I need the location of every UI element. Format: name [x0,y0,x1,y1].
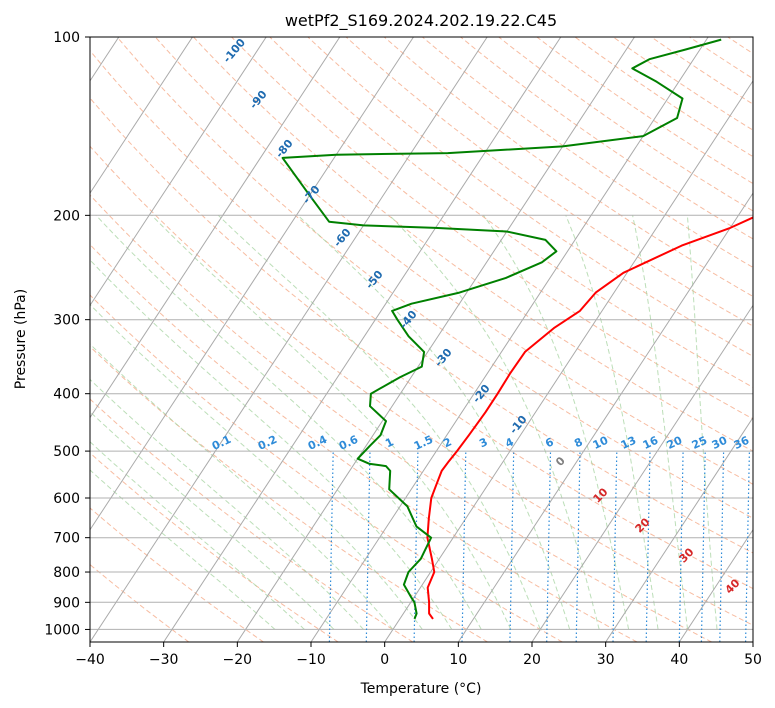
isotherm [678,528,753,642]
mixing-ratio-label: 25 [690,434,709,452]
isotherm [90,37,414,531]
dry-adiabat [90,243,638,642]
mixing-ratio-line [768,451,772,642]
y-tick-label: 400 [53,387,80,403]
x-tick-label: −40 [75,652,105,668]
moist-adiabat [482,215,630,630]
x-tick-label: 0 [380,652,389,668]
mixing-ratio-label: 10 [591,434,611,452]
x-tick-label: 30 [597,652,615,668]
y-axis-ticks: 100 200 300 400 500 600 700 800 900 1000 [44,30,90,638]
x-tick-label: 20 [523,652,541,668]
isotherm [384,79,753,642]
isotherm [90,37,193,195]
dry-adiabat [269,37,753,388]
dry-adiabat [90,194,712,642]
x-tick-label: −20 [223,652,253,668]
isotherm [531,304,753,642]
y-tick-label: 100 [53,30,80,46]
isotherm [457,192,753,642]
dry-adiabat [90,49,753,554]
x-tick-label: 10 [449,652,467,668]
plot-frame [89,36,754,643]
isotherm [605,416,753,642]
mixing-ratio-label: 20 [665,434,685,452]
dry-adiabat [90,145,753,626]
chart-title: wetPf2_S169.2024.202.19.22.C45 [285,11,557,31]
y-tick-label: 700 [53,531,80,547]
mixing-ratio-label: 16 [641,434,661,452]
background-lines [90,37,775,642]
x-tick-label: 50 [744,652,762,668]
y-tick-label: 1000 [44,622,80,638]
y-tick-label: 800 [53,565,80,581]
isotherm [310,37,709,642]
y-tick-label: 300 [53,313,80,329]
dewpoint-line [281,38,722,620]
y-tick-label: 200 [53,208,80,224]
x-tick-label: 40 [670,652,688,668]
mixing-ratio-label: 30 [710,434,730,452]
dry-adiabat [90,345,488,642]
isotherm [163,37,562,642]
dry-adiabat [766,37,775,642]
mixing-ratio-label: 13 [619,434,638,452]
x-axis-ticks: −40 −30 −20 −10 0 10 20 30 40 50 [75,642,762,668]
mixing-ratio-label: 36 [732,434,752,452]
dry-adiabat [116,37,753,519]
x-tick-label: −10 [296,652,326,668]
y-axis-label: Pressure (hPa) [13,289,29,389]
dry-adiabat [90,452,339,642]
dry-adiabat [154,37,753,485]
y-tick-label: 600 [53,491,80,507]
isotherm [236,37,635,642]
profile-lines [281,38,753,620]
isotherm [90,37,267,307]
dry-adiabat [231,37,753,420]
dry-adiabat [90,294,563,642]
isotherm [752,641,753,642]
dry-adiabat [90,97,753,590]
isotherm [90,37,488,642]
dry-adiabat [307,37,753,357]
dry-adiabat [90,507,264,642]
y-tick-label: 500 [53,444,80,460]
isotherm [90,37,341,419]
y-tick-label: 900 [53,595,80,611]
x-tick-label: −30 [149,652,179,668]
x-axis-label: Temperature (°C) [360,681,482,697]
temperature-line [426,216,753,620]
moist-adiabat [151,214,512,630]
